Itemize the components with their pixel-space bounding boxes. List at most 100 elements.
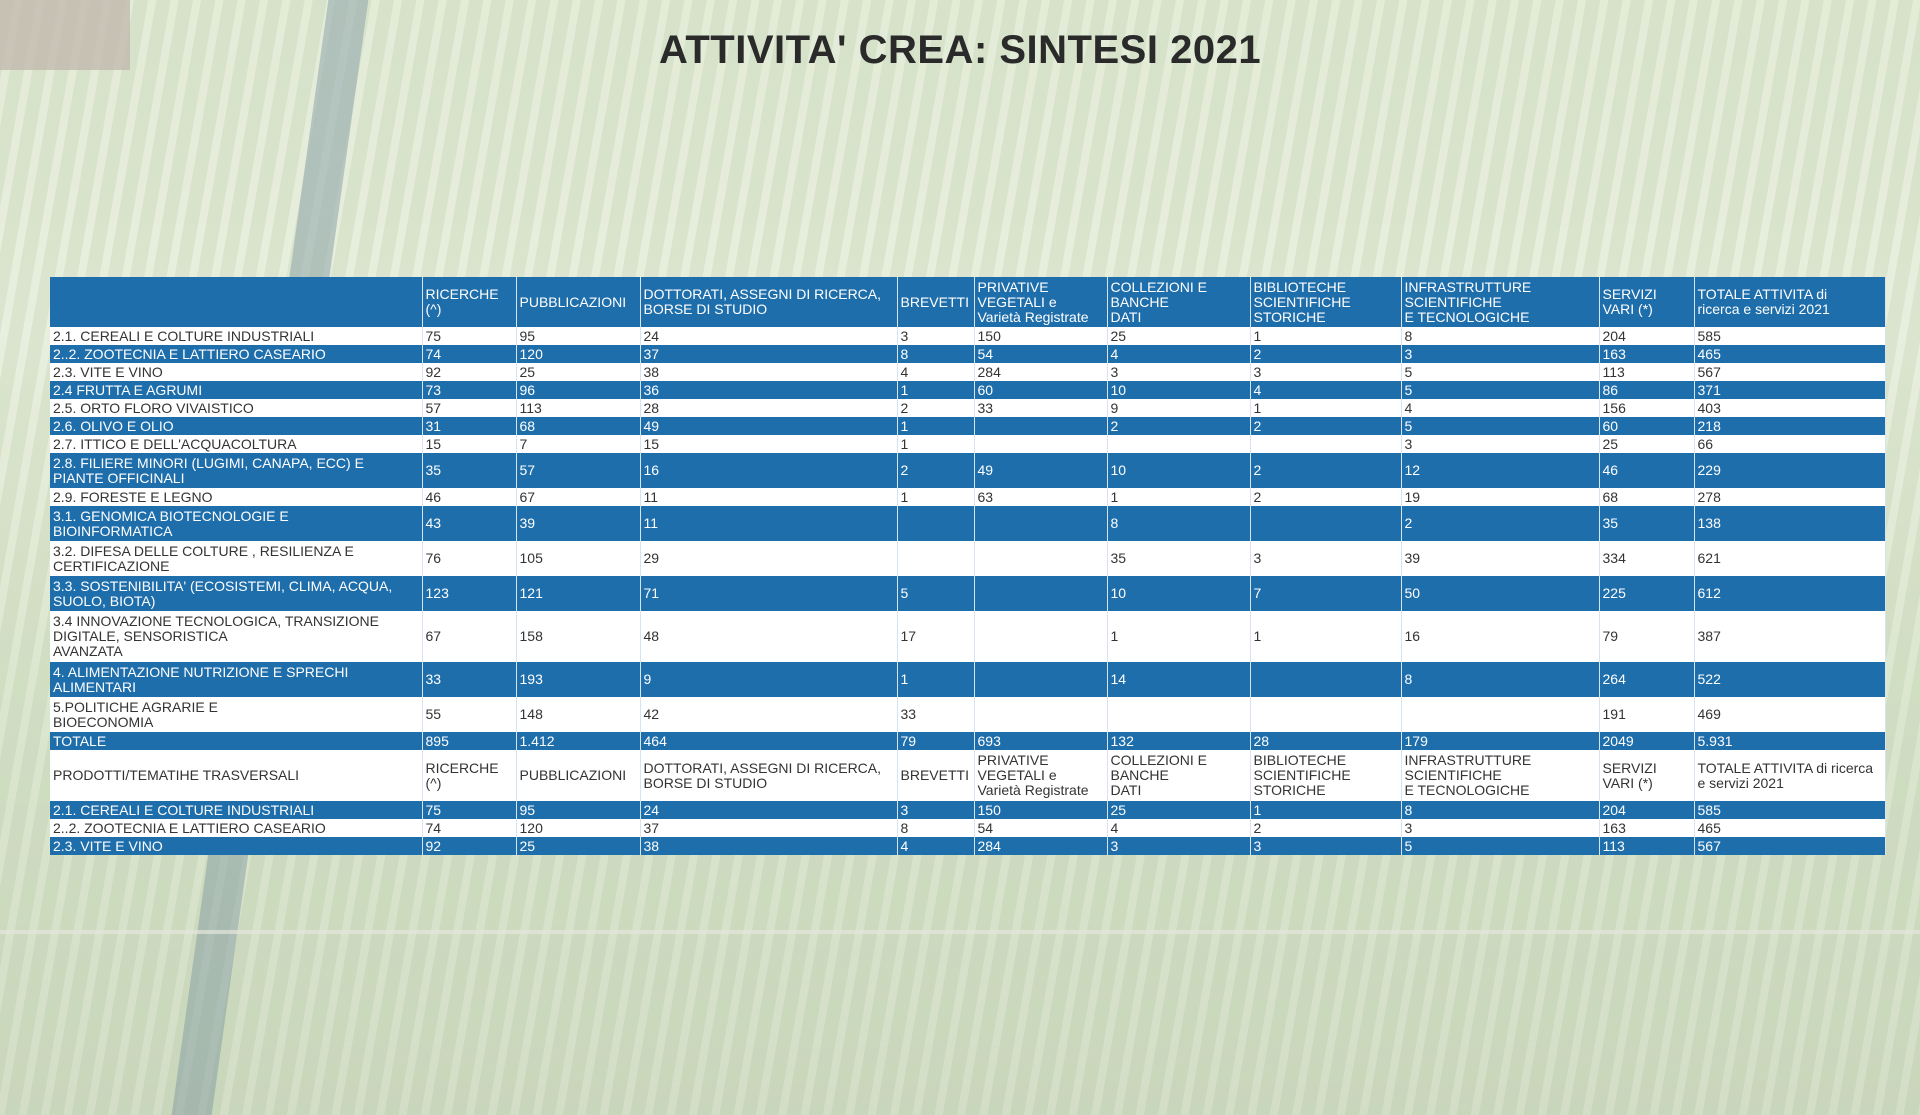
row-label-cell: 2.1. CEREALI E COLTURE INDUSTRIALI	[50, 801, 423, 819]
table-cell: 105	[516, 541, 641, 576]
table-cell: COLLEZIONI E BANCHE DATI	[1107, 277, 1251, 327]
farm-building-shape	[0, 0, 130, 70]
table-cell: 92	[422, 837, 517, 855]
table-row: 2..2. ZOOTECNIA E LATTIERO CASEARIO 74 120…	[50, 345, 1886, 363]
table-cell: 25	[516, 837, 641, 855]
table-cell: 11	[640, 488, 898, 506]
table-cell: 33	[974, 399, 1108, 417]
table-cell: PUBBLICAZIONI	[516, 277, 641, 327]
table-cell: 19	[1401, 488, 1600, 506]
table-row: 2.1. CEREALI E COLTURE INDUSTRIALI 75 95 2…	[50, 327, 1886, 345]
table-cell: 284	[974, 363, 1108, 381]
table-cell: 612	[1694, 576, 1886, 611]
table-cell: 28	[1250, 732, 1402, 750]
table-cell: 60	[1599, 417, 1695, 435]
table-cell: 464	[640, 732, 898, 750]
table-cell: 92	[422, 363, 517, 381]
table-cell: 96	[516, 381, 641, 399]
table-cell: 3	[1401, 345, 1600, 363]
table-cell: 5.931	[1694, 732, 1886, 750]
table-row: 2.1. CEREALI E COLTURE INDUSTRIALI 75 95 2…	[50, 801, 1886, 819]
table-cell: 55	[422, 697, 517, 732]
table-cell: 16	[640, 453, 898, 488]
table-cell: BIBLIOTECHE SCIENTIFICHE STORICHE	[1250, 277, 1402, 327]
table-cell: 4	[897, 363, 975, 381]
table-cell: PUBBLICAZIONI	[516, 750, 641, 801]
table-cell: 8	[1401, 327, 1600, 345]
table-row: 2.7. ITTICO E DELL'ACQUACOLTURA 15 7 15 1 3 25…	[50, 435, 1886, 453]
row-label-cell: 3.3. SOSTENIBILITA' (ECOSISTEMI, CLIMA, …	[50, 576, 423, 611]
table-cell: 264	[1599, 662, 1695, 697]
page-title: ATTIVITA' CREA: SINTESI 2021	[658, 28, 1262, 72]
table-cell	[1250, 506, 1402, 541]
table-cell: 24	[640, 327, 898, 345]
table-cell: 2	[897, 399, 975, 417]
table-cell: 179	[1401, 732, 1600, 750]
table-cell: 113	[1599, 363, 1695, 381]
table-cell: 25	[1599, 435, 1695, 453]
table-cell: 46	[1599, 453, 1695, 488]
table-cell: 66	[1694, 435, 1886, 453]
table-cell: DOTTORATI, ASSEGNI DI RICERCA, BORSE DI S…	[640, 277, 898, 327]
table-cell: 3	[1401, 435, 1600, 453]
table-cell: 3	[1107, 837, 1251, 855]
row-label-cell: 2.6. OLIVO E OLIO	[50, 417, 423, 435]
table-cell: 465	[1694, 819, 1886, 837]
table-cell: 37	[640, 819, 898, 837]
table-cell: 74	[422, 345, 517, 363]
table-cell: 76	[422, 541, 517, 576]
table-cell: 25	[1107, 801, 1251, 819]
table-cell: 2	[1250, 345, 1402, 363]
row-label-cell: 2..2. ZOOTECNIA E LATTIERO CASEARIO	[50, 819, 423, 837]
table-header-row: RICERCHE (^) PUBBLICAZIONI DOTTORATI, ASSEG…	[50, 277, 1886, 327]
table-cell: 5	[1401, 363, 1600, 381]
table-cell	[974, 435, 1108, 453]
table-cell: 204	[1599, 327, 1695, 345]
table-cell: 25	[516, 363, 641, 381]
table-cell: 29	[640, 541, 898, 576]
table-cell: 75	[422, 327, 517, 345]
table-cell: 371	[1694, 381, 1886, 399]
table-cell: 1	[897, 662, 975, 697]
row-label-cell: 3.4 INNOVAZIONE TECNOLOGICA, TRANSIZIONE…	[50, 611, 423, 662]
table-cell: 68	[1599, 488, 1695, 506]
table-cell: 465	[1694, 345, 1886, 363]
table-cell: 71	[640, 576, 898, 611]
table-cell: 49	[974, 453, 1108, 488]
table-cell: 2	[1107, 417, 1251, 435]
table-cell: DOTTORATI, ASSEGNI DI RICERCA, BORSE DI S…	[640, 750, 898, 801]
table-cell: 10	[1107, 576, 1251, 611]
table-cell: 86	[1599, 381, 1695, 399]
table-cell: 3	[897, 327, 975, 345]
table-cell: 1	[1250, 327, 1402, 345]
table-cell: 1	[1107, 611, 1251, 662]
table-cell: TOTALE ATTIVITA di ricerca e servizi 2021	[1694, 750, 1886, 801]
table-cell: 150	[974, 327, 1108, 345]
table-cell: 193	[516, 662, 641, 697]
table-cell: 35	[1599, 506, 1695, 541]
table-cell: 8	[1401, 801, 1600, 819]
table-cell: 39	[516, 506, 641, 541]
table-cell: 68	[516, 417, 641, 435]
table-cell: 2	[897, 453, 975, 488]
table-cell: 113	[516, 399, 641, 417]
table-row: 2.9. FORESTE E LEGNO 46 67 11 1 63 1 2 19 68 278	[50, 488, 1886, 506]
table-cell: 5	[1401, 417, 1600, 435]
table-cell	[974, 541, 1108, 576]
table-cell: 621	[1694, 541, 1886, 576]
table-cell	[974, 576, 1108, 611]
table-cell: 35	[422, 453, 517, 488]
table-cell	[974, 417, 1108, 435]
table-cell: 60	[974, 381, 1108, 399]
table-cell: 121	[516, 576, 641, 611]
table-cell: 12	[1401, 453, 1600, 488]
table-cell: 163	[1599, 819, 1695, 837]
table-cell: 278	[1694, 488, 1886, 506]
table-cell: 218	[1694, 417, 1886, 435]
table-cell: PRIVATIVE VEGETALI e Varietà Registrate	[974, 277, 1108, 327]
table-cell: 49	[640, 417, 898, 435]
table-cell: 2	[1250, 453, 1402, 488]
table-cell: 57	[422, 399, 517, 417]
row-label-cell: 2.1. CEREALI E COLTURE INDUSTRIALI	[50, 327, 423, 345]
summary-table: RICERCHE (^) PUBBLICAZIONI DOTTORATI, ASSEG…	[50, 277, 1886, 855]
